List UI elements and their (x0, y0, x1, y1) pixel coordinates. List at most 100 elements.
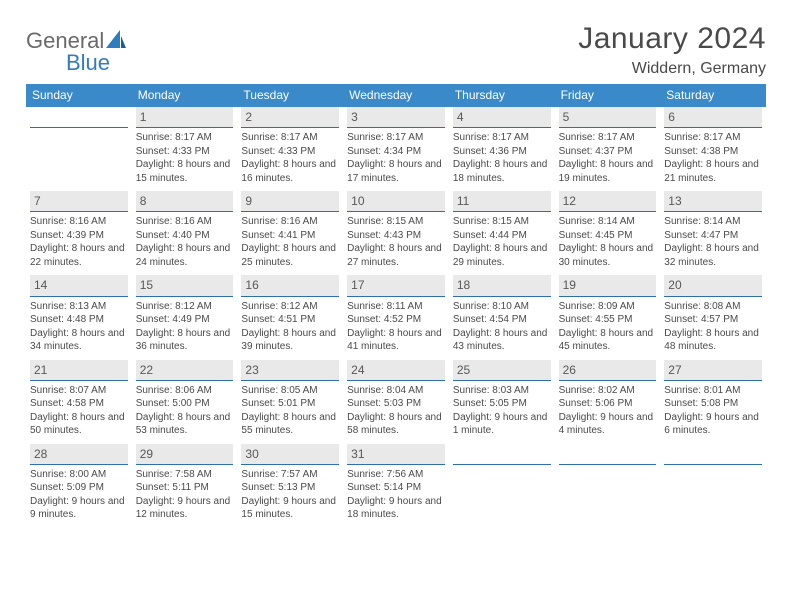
day-number-row: 15 (136, 275, 234, 296)
day-number: 30 (241, 444, 339, 464)
daylight-line: Daylight: 9 hours and 18 minutes. (347, 495, 445, 522)
day-cell (555, 444, 661, 528)
sunset-line: Sunset: 4:45 PM (559, 229, 657, 243)
daylight-line: Daylight: 8 hours and 19 minutes. (559, 158, 657, 185)
weekday-wednesday: Wednesday (343, 84, 449, 107)
daylight-line: Daylight: 8 hours and 16 minutes. (241, 158, 339, 185)
sunrise-line: Sunrise: 8:12 AM (241, 300, 339, 314)
day-number: 9 (241, 191, 339, 211)
daylight-line: Daylight: 8 hours and 36 minutes. (136, 327, 234, 354)
weekday-friday: Friday (555, 84, 661, 107)
day-cell (26, 107, 132, 191)
sunrise-line: Sunrise: 8:16 AM (241, 215, 339, 229)
day-number: 5 (559, 107, 657, 127)
day-number: 27 (664, 360, 762, 380)
day-number-row: 10 (347, 191, 445, 212)
day-number: 17 (347, 275, 445, 295)
sunrise-line: Sunrise: 8:09 AM (559, 300, 657, 314)
week-row: 14Sunrise: 8:13 AMSunset: 4:48 PMDayligh… (26, 275, 766, 359)
day-number-row: 19 (559, 275, 657, 296)
day-number-row: 26 (559, 360, 657, 381)
day-number: 19 (559, 275, 657, 295)
sunrise-line: Sunrise: 8:02 AM (559, 384, 657, 398)
day-number (453, 444, 551, 464)
week-row: 28Sunrise: 8:00 AMSunset: 5:09 PMDayligh… (26, 444, 766, 528)
day-cell: 14Sunrise: 8:13 AMSunset: 4:48 PMDayligh… (26, 275, 132, 359)
day-number-row: 11 (453, 191, 551, 212)
day-cell: 25Sunrise: 8:03 AMSunset: 5:05 PMDayligh… (449, 360, 555, 444)
sunrise-line: Sunrise: 7:57 AM (241, 468, 339, 482)
day-number: 6 (664, 107, 762, 127)
sunset-line: Sunset: 5:11 PM (136, 481, 234, 495)
sunset-line: Sunset: 4:49 PM (136, 313, 234, 327)
day-number-row: 1 (136, 107, 234, 128)
day-number-row: 2 (241, 107, 339, 128)
logo-text-b: Blue (66, 50, 110, 75)
sunset-line: Sunset: 5:00 PM (136, 397, 234, 411)
daylight-line: Daylight: 8 hours and 27 minutes. (347, 242, 445, 269)
day-number: 26 (559, 360, 657, 380)
day-number: 24 (347, 360, 445, 380)
daylight-line: Daylight: 8 hours and 17 minutes. (347, 158, 445, 185)
day-number (30, 107, 128, 127)
sunset-line: Sunset: 4:54 PM (453, 313, 551, 327)
day-number-row: 28 (30, 444, 128, 465)
week-row: 7Sunrise: 8:16 AMSunset: 4:39 PMDaylight… (26, 191, 766, 275)
sunrise-line: Sunrise: 8:17 AM (347, 131, 445, 145)
daylight-line: Daylight: 8 hours and 21 minutes. (664, 158, 762, 185)
day-cell: 19Sunrise: 8:09 AMSunset: 4:55 PMDayligh… (555, 275, 661, 359)
day-number: 11 (453, 191, 551, 211)
daylight-line: Daylight: 8 hours and 55 minutes. (241, 411, 339, 438)
day-number-row: 14 (30, 275, 128, 296)
daylight-line: Daylight: 9 hours and 4 minutes. (559, 411, 657, 438)
day-cell (449, 444, 555, 528)
day-number: 4 (453, 107, 551, 127)
sunset-line: Sunset: 5:06 PM (559, 397, 657, 411)
day-cell: 24Sunrise: 8:04 AMSunset: 5:03 PMDayligh… (343, 360, 449, 444)
sunrise-line: Sunrise: 8:04 AM (347, 384, 445, 398)
month-title: January 2024 (578, 22, 766, 56)
day-cell: 12Sunrise: 8:14 AMSunset: 4:45 PMDayligh… (555, 191, 661, 275)
day-number: 1 (136, 107, 234, 127)
sunset-line: Sunset: 4:48 PM (30, 313, 128, 327)
daylight-line: Daylight: 8 hours and 45 minutes. (559, 327, 657, 354)
logo-sail-icon (106, 30, 126, 48)
daylight-line: Daylight: 8 hours and 24 minutes. (136, 242, 234, 269)
sunset-line: Sunset: 4:34 PM (347, 145, 445, 159)
day-number-row: 4 (453, 107, 551, 128)
weekday-monday: Monday (132, 84, 238, 107)
sunrise-line: Sunrise: 8:06 AM (136, 384, 234, 398)
sunrise-line: Sunrise: 7:58 AM (136, 468, 234, 482)
daylight-line: Daylight: 8 hours and 15 minutes. (136, 158, 234, 185)
weekday-header-row: Sunday Monday Tuesday Wednesday Thursday… (26, 84, 766, 107)
day-number: 14 (30, 275, 128, 295)
sunrise-line: Sunrise: 8:16 AM (136, 215, 234, 229)
day-number-row: 6 (664, 107, 762, 128)
day-number-row (453, 444, 551, 465)
day-cell: 5Sunrise: 8:17 AMSunset: 4:37 PMDaylight… (555, 107, 661, 191)
sunrise-line: Sunrise: 8:17 AM (136, 131, 234, 145)
sunset-line: Sunset: 4:36 PM (453, 145, 551, 159)
weeks-container: 1Sunrise: 8:17 AMSunset: 4:33 PMDaylight… (26, 107, 766, 528)
day-cell: 27Sunrise: 8:01 AMSunset: 5:08 PMDayligh… (660, 360, 766, 444)
sunset-line: Sunset: 4:52 PM (347, 313, 445, 327)
sunset-line: Sunset: 4:43 PM (347, 229, 445, 243)
logo-text-b-wrap: Blue (66, 50, 110, 76)
day-cell: 21Sunrise: 8:07 AMSunset: 4:58 PMDayligh… (26, 360, 132, 444)
weekday-sunday: Sunday (26, 84, 132, 107)
day-number-row: 27 (664, 360, 762, 381)
sunrise-line: Sunrise: 8:17 AM (664, 131, 762, 145)
day-number: 2 (241, 107, 339, 127)
sunset-line: Sunset: 4:40 PM (136, 229, 234, 243)
sunrise-line: Sunrise: 8:17 AM (241, 131, 339, 145)
sunset-line: Sunset: 5:03 PM (347, 397, 445, 411)
day-number: 29 (136, 444, 234, 464)
daylight-line: Daylight: 8 hours and 50 minutes. (30, 411, 128, 438)
day-number: 25 (453, 360, 551, 380)
daylight-line: Daylight: 8 hours and 25 minutes. (241, 242, 339, 269)
sunrise-line: Sunrise: 8:00 AM (30, 468, 128, 482)
weekday-saturday: Saturday (660, 84, 766, 107)
sunset-line: Sunset: 4:38 PM (664, 145, 762, 159)
day-number-row (664, 444, 762, 465)
day-cell: 13Sunrise: 8:14 AMSunset: 4:47 PMDayligh… (660, 191, 766, 275)
